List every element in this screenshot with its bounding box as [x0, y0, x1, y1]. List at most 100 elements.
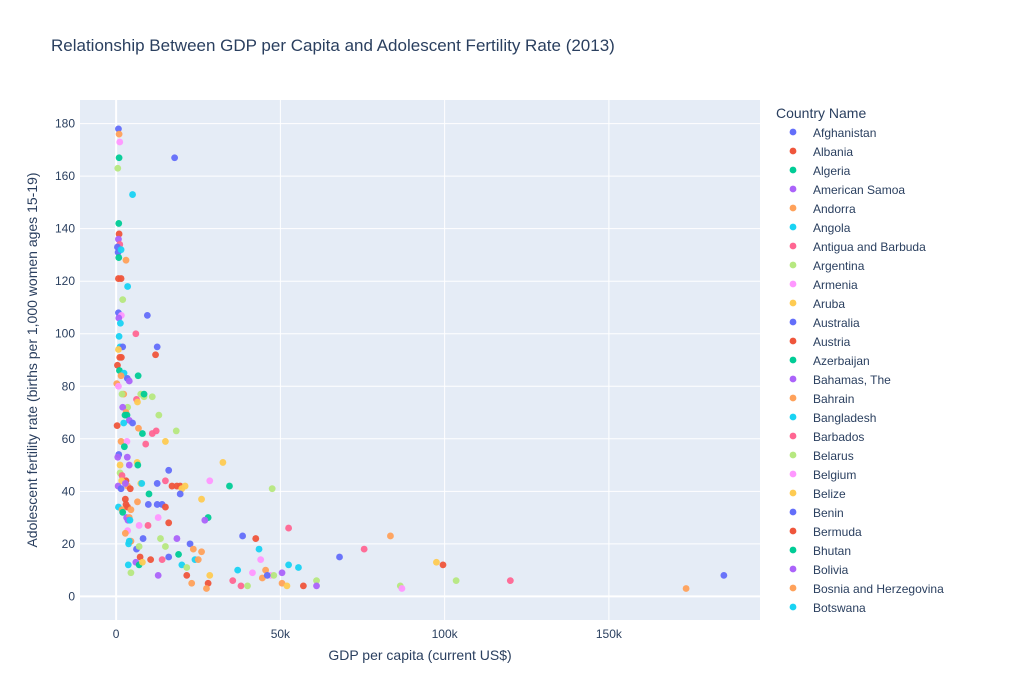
data-point[interactable] [398, 585, 406, 592]
data-point[interactable] [114, 453, 122, 461]
data-point[interactable] [121, 529, 129, 537]
data-point[interactable] [124, 283, 132, 290]
data-point[interactable] [117, 319, 124, 327]
data-point[interactable] [123, 438, 131, 445]
data-point[interactable] [148, 393, 156, 401]
data-point[interactable] [278, 569, 286, 577]
data-point[interactable] [139, 430, 146, 437]
data-point[interactable] [313, 577, 320, 585]
data-point[interactable] [270, 571, 278, 579]
legend-item[interactable]: Bolivia [789, 563, 849, 577]
data-point[interactable] [153, 501, 161, 508]
data-point[interactable] [121, 495, 129, 503]
data-point[interactable] [115, 125, 122, 133]
data-point[interactable] [117, 275, 125, 282]
data-point[interactable] [117, 485, 125, 493]
data-point[interactable] [157, 535, 164, 542]
data-point[interactable] [154, 571, 162, 579]
data-point[interactable] [117, 353, 125, 361]
data-point[interactable] [219, 459, 227, 466]
data-point[interactable] [176, 490, 184, 498]
legend-item[interactable]: Angola [789, 221, 851, 235]
data-point[interactable] [113, 422, 121, 430]
legend-item[interactable]: Bangladesh [789, 411, 877, 425]
data-point[interactable] [186, 540, 194, 548]
data-point[interactable] [152, 427, 160, 435]
data-point[interactable] [117, 438, 125, 445]
data-point[interactable] [145, 490, 153, 498]
data-point[interactable] [119, 508, 127, 516]
data-point[interactable] [203, 585, 210, 592]
data-point[interactable] [249, 569, 256, 577]
legend-item[interactable]: Afghanistan [789, 126, 877, 140]
data-point[interactable] [336, 553, 343, 561]
legend-item[interactable]: Aruba [789, 297, 846, 311]
legend-item[interactable]: Azerbaijan [789, 354, 870, 368]
data-point[interactable] [433, 558, 440, 566]
data-point[interactable] [134, 372, 142, 380]
data-point[interactable] [115, 254, 123, 261]
data-point[interactable] [144, 501, 152, 508]
data-point[interactable] [257, 556, 265, 563]
data-point[interactable] [125, 537, 133, 545]
data-point[interactable] [153, 343, 161, 351]
data-point[interactable] [126, 485, 134, 493]
legend-item[interactable]: Albania [789, 145, 854, 159]
legend-item[interactable]: Bermuda [789, 525, 862, 539]
data-point[interactable] [115, 220, 123, 227]
data-point[interactable] [506, 577, 514, 585]
data-point[interactable] [387, 532, 394, 540]
data-point[interactable] [134, 498, 141, 506]
data-point[interactable] [135, 543, 143, 550]
legend-item[interactable]: Algeria [789, 164, 851, 178]
legend-item[interactable]: Botswana [789, 601, 866, 615]
data-point[interactable] [115, 154, 123, 162]
data-point[interactable] [168, 482, 176, 490]
data-point[interactable] [313, 582, 320, 590]
data-point[interactable] [226, 482, 233, 490]
data-point[interactable] [299, 582, 307, 590]
data-point[interactable] [114, 361, 121, 369]
data-point[interactable] [155, 411, 163, 419]
data-point[interactable] [135, 522, 143, 529]
legend-item[interactable]: Barbados [789, 430, 865, 444]
legend-item[interactable]: Bahrain [789, 392, 855, 406]
data-point[interactable] [139, 558, 146, 566]
data-point[interactable] [139, 535, 147, 542]
data-point[interactable] [118, 390, 126, 398]
data-point[interactable] [121, 480, 129, 487]
data-point[interactable] [262, 566, 270, 574]
data-point[interactable] [175, 550, 182, 558]
data-point[interactable] [285, 561, 292, 569]
data-point[interactable] [165, 519, 173, 527]
data-point[interactable] [162, 438, 169, 445]
data-point[interactable] [115, 346, 122, 353]
data-point[interactable] [152, 351, 159, 359]
data-point[interactable] [162, 477, 169, 485]
legend-item[interactable]: Belarus [789, 449, 854, 463]
data-point[interactable] [198, 548, 205, 556]
data-point[interactable] [263, 571, 271, 579]
data-point[interactable] [194, 556, 202, 563]
data-point[interactable] [360, 545, 368, 553]
data-point[interactable] [120, 419, 128, 427]
data-point[interactable] [115, 235, 122, 243]
data-point[interactable] [144, 522, 152, 529]
data-point[interactable] [158, 556, 166, 563]
data-point[interactable] [237, 582, 245, 590]
data-point[interactable] [125, 377, 133, 385]
data-point[interactable] [720, 571, 728, 579]
data-point[interactable] [134, 398, 141, 406]
data-point[interactable] [183, 564, 191, 571]
data-point[interactable] [198, 495, 205, 503]
data-point[interactable] [117, 246, 125, 254]
data-point[interactable] [143, 311, 151, 319]
data-point[interactable] [188, 579, 196, 587]
data-point[interactable] [140, 390, 148, 398]
data-point[interactable] [118, 472, 126, 479]
data-point[interactable] [119, 403, 127, 411]
legend-item[interactable]: Argentina [789, 259, 865, 273]
data-point[interactable] [229, 577, 237, 585]
data-point[interactable] [183, 571, 191, 579]
data-point[interactable] [162, 543, 169, 550]
